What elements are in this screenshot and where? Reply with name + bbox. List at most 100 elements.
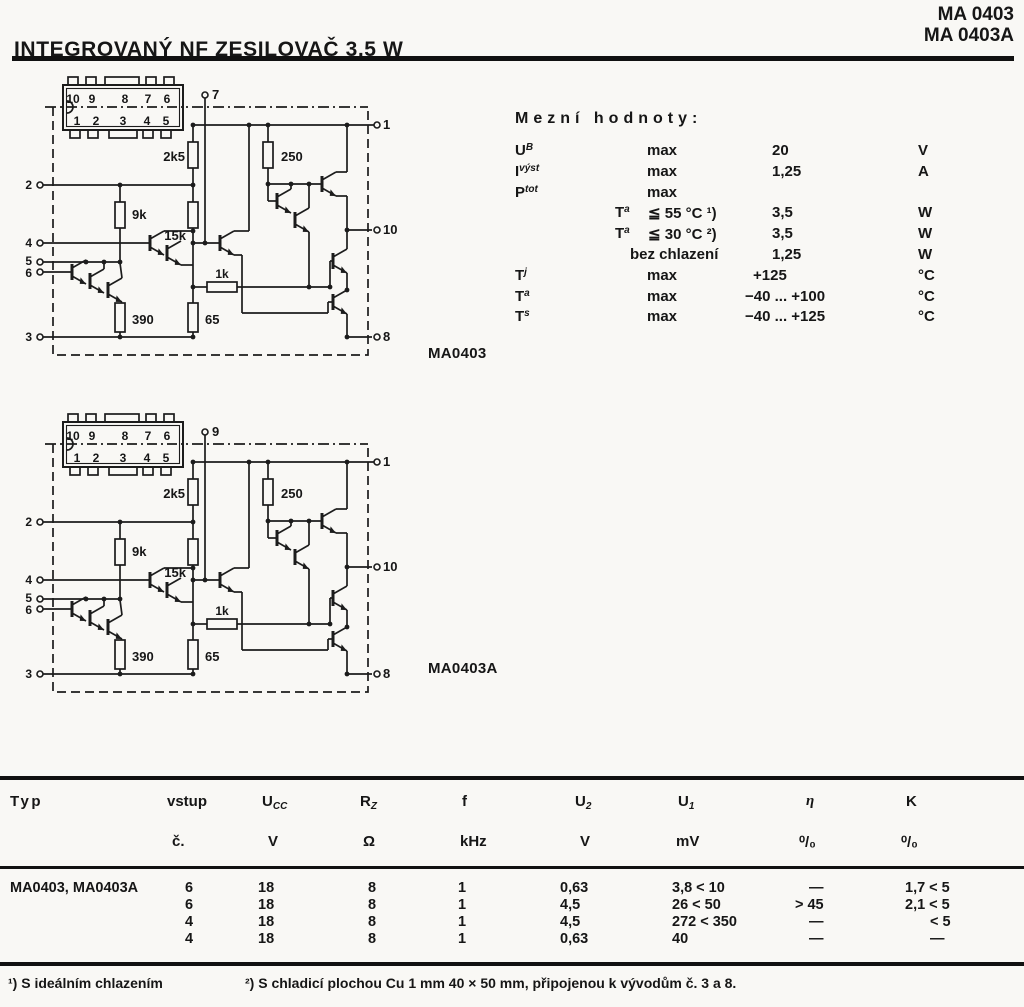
svg-text:2k5: 2k5 [163,149,185,164]
footnote-mark: ¹) [8,975,18,991]
column-header: RZ [360,793,377,812]
page-title: INTEGROVANÝ NF ZESILOVAČ 3,5 W [14,38,404,62]
table-cell: 40 [672,931,689,947]
svg-text:1: 1 [74,114,81,128]
table-cell: 18 [258,897,275,913]
svg-text:1k: 1k [215,267,229,281]
table-cell: — [930,931,945,947]
table-cell: 8 [368,880,377,896]
table-cell: 1 [458,931,467,947]
limit-value: −40 ... +125 [745,308,826,326]
schematic-caption-ma0403a: MA0403A [428,660,498,677]
footnote: ²) S chladicí plochou Cu 1 mm 40 × 50 mm… [245,975,737,991]
table-cell: 4,5 [560,897,581,913]
svg-text:6: 6 [164,92,171,106]
svg-text:15k: 15k [164,228,186,243]
column-header: vstup [167,793,208,810]
table-cell: 1,7 < 5 [905,880,950,896]
column-header: Typ [10,793,44,810]
svg-text:1: 1 [74,451,81,465]
column-header: U1 [678,793,695,812]
part-number-1: MA 0403 [937,4,1014,25]
limit-unit: V [918,142,929,159]
limit-unit: A [918,162,929,180]
column-header: K [906,793,917,810]
table-cell: 1 [458,897,467,913]
svg-text:2k5: 2k5 [163,486,185,501]
limit-unit: W [918,245,933,263]
part-numbers: MA 0403 MA 0403A [924,4,1014,46]
svg-text:6: 6 [25,603,32,617]
svg-text:5: 5 [163,451,170,465]
limit-condition: max [647,266,678,284]
table-cell: 4 [185,914,194,930]
limit-value: 3,5 [772,225,793,243]
limit-unit: °C [918,266,935,284]
svg-text:9: 9 [89,429,96,443]
limit-value: 1,25 [772,162,802,180]
limit-value: 3,5 [772,204,793,222]
svg-text:5: 5 [25,254,32,268]
svg-text:10: 10 [66,92,80,106]
table-cell: 3,8 < 10 [672,880,725,896]
svg-text:8: 8 [383,666,390,681]
svg-text:7: 7 [145,92,152,106]
svg-text:250: 250 [281,486,303,501]
limits-row: bez chlazení 1,25 W [515,246,975,267]
svg-text:250: 250 [281,149,303,164]
table-cell: — [809,880,824,896]
svg-text:1: 1 [383,117,390,132]
table-bottom-rule [0,962,1024,966]
svg-text:4: 4 [144,451,151,465]
svg-text:65: 65 [205,312,219,327]
svg-text:3: 3 [120,451,127,465]
svg-text:10: 10 [66,429,80,443]
limit-unit: °C [918,308,935,326]
svg-text:3: 3 [25,667,32,681]
table-cell: — [809,931,824,947]
svg-text:7: 7 [212,87,219,102]
svg-text:5: 5 [25,591,32,605]
limit-condition: max [647,142,678,159]
schematic-caption-ma0403: MA0403 [428,345,487,362]
table-cell: 1 [458,880,467,896]
limit-condition: max [647,308,678,326]
footnote-mark: ²) [245,975,255,991]
table-cell: > 45 [795,897,824,913]
column-unit: V [580,833,591,850]
svg-text:15k: 15k [164,565,186,580]
limit-unit: W [918,204,933,222]
svg-text:7: 7 [145,429,152,443]
footnote: ¹) S ideálním chlazením [8,975,163,991]
svg-text:5: 5 [163,114,170,128]
column-unit: ⁰/₀ [901,834,918,851]
svg-text:4: 4 [144,114,151,128]
table-row-label: MA0403, MA0403A [10,880,139,896]
svg-text:390: 390 [132,649,154,664]
table-top-rule [0,776,1024,780]
svg-text:6: 6 [25,266,32,280]
svg-text:1k: 1k [215,604,229,618]
limit-condition: max [647,183,678,201]
column-unit: č. [172,833,185,850]
table-cell: 4,5 [560,914,581,930]
table-mid-rule [0,866,1024,869]
part-number-2: MA 0403A [923,25,1014,46]
limit-unit: °C [918,287,935,305]
svg-text:10: 10 [383,559,397,574]
limits-title: Mezní hodnoty: [515,110,703,127]
column-header: U2 [575,793,592,812]
svg-text:2: 2 [25,178,32,192]
table-cell: 2,1 < 5 [905,897,950,913]
